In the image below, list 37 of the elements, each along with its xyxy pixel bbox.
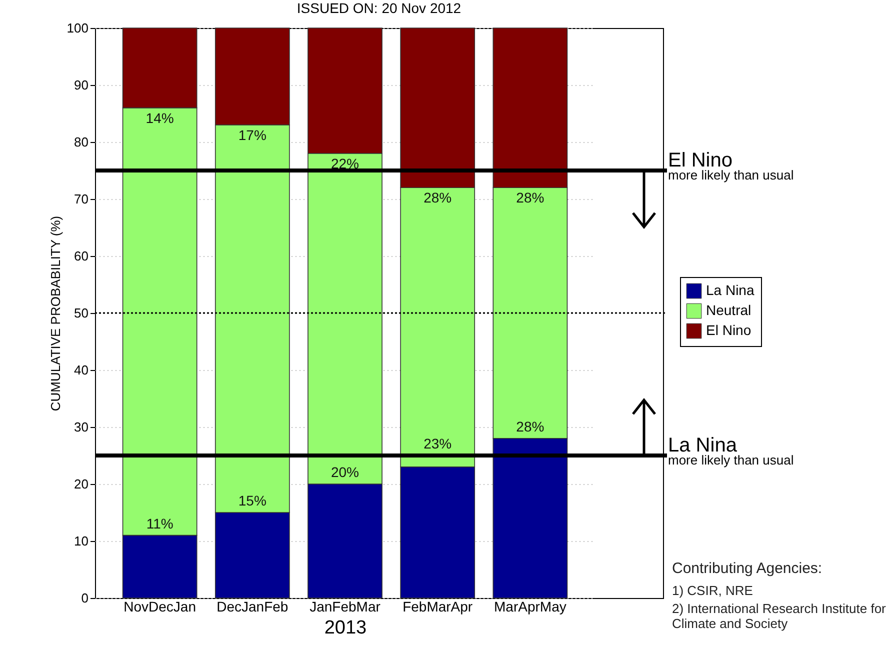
chart-title: ISSUED ON: 20 Nov 2012 — [296, 0, 462, 16]
x-tick-label: DecJanFeb — [216, 598, 288, 614]
y-tick-label: 100 — [66, 20, 88, 36]
x-tick-label: NovDecJan — [124, 598, 196, 614]
y-axis-title: CUMULATIVE PROBABILITY (%) — [48, 216, 63, 412]
x-tick-label: JanFebMar — [310, 598, 381, 614]
x-tick-label: MarAprMay — [494, 598, 566, 614]
y-tick-label: 0 — [81, 590, 88, 606]
y-tick-label: 90 — [74, 78, 88, 92]
text: Contributing Agencies: — [672, 560, 824, 577]
y-tick-label: 30 — [74, 420, 88, 434]
legend-label: La Nina — [706, 282, 754, 298]
y-tick-label: 50 — [74, 306, 88, 320]
data-label: 20% — [330, 464, 360, 480]
data-label: 11% — [146, 515, 174, 532]
data-label: 14% — [146, 110, 174, 126]
legend-label: Neutral — [706, 302, 752, 318]
data-label: 23% — [424, 436, 452, 452]
data-label: 28% — [424, 190, 452, 206]
y-tick-label: 10 — [74, 534, 88, 548]
y-tick-label: 40 — [74, 362, 88, 378]
text: 2) International Research Institute for Climate and Society — [672, 601, 887, 631]
x-axis-title: 2013 — [324, 618, 367, 638]
y-tick-label: 20 — [74, 476, 88, 492]
legend-label: El Nino — [706, 322, 752, 338]
data-label: 17% — [238, 126, 266, 143]
data-label: 15% — [238, 492, 266, 508]
y-tick-label: 80 — [74, 134, 88, 150]
y-tick-label: 70 — [74, 192, 88, 206]
text: La Nina more likely than usual — [668, 434, 794, 468]
data-label: 22% — [330, 155, 360, 172]
text: 1) CSIR, NRE — [672, 583, 754, 598]
data-label: 28% — [516, 190, 544, 206]
data-label: 28% — [516, 418, 544, 434]
text: El Nino more likely than usual — [668, 150, 794, 182]
y-tick-label: 60 — [74, 248, 88, 264]
x-tick-label: FebMarApr — [402, 598, 473, 614]
